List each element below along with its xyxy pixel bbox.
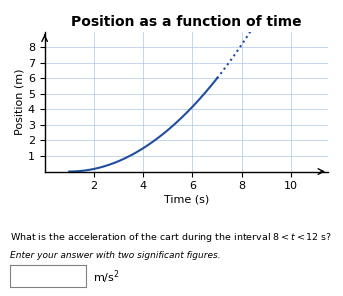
Text: m/s$^2$: m/s$^2$ (93, 268, 119, 286)
X-axis label: Time (s): Time (s) (164, 194, 209, 204)
Y-axis label: Position (m): Position (m) (15, 68, 25, 135)
Text: What is the acceleration of the cart during the interval $8 < t < 12$ s?: What is the acceleration of the cart dur… (10, 231, 333, 244)
Text: Enter your answer with two significant figures.: Enter your answer with two significant f… (10, 250, 221, 260)
Title: Position as a function of time: Position as a function of time (71, 15, 301, 29)
